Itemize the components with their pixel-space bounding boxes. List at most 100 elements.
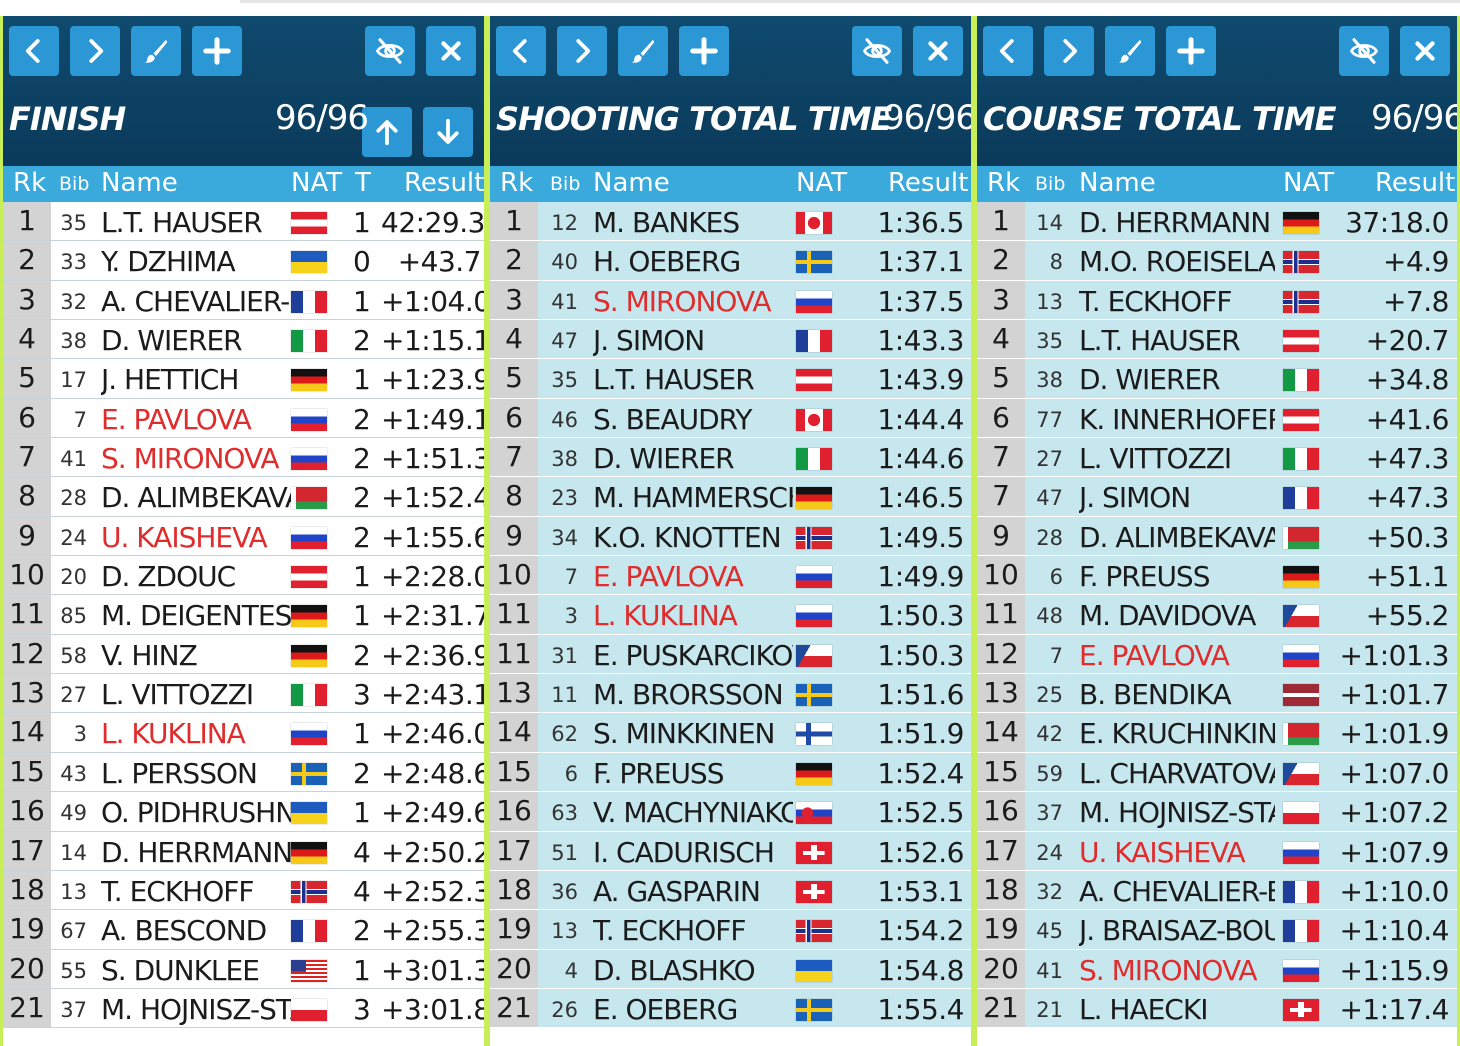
- brush-button[interactable]: [618, 26, 668, 76]
- athlete-name[interactable]: M. DEIGENTESCH: [101, 599, 291, 633]
- athlete-name[interactable]: S. BEAUDRY: [593, 402, 752, 436]
- athlete-name[interactable]: F. PREUSS: [593, 756, 724, 790]
- table-row[interactable]: 10 7 E. PAVLOVA 1:49.9: [490, 556, 971, 596]
- athlete-name[interactable]: D. BLASHKO: [593, 953, 756, 987]
- table-row[interactable]: 8 23 M. HAMMERSCHI 1:46.5: [490, 477, 971, 517]
- table-row[interactable]: 11 31 E. PUSKARCIKOVA 1:50.3: [490, 634, 971, 675]
- add-button[interactable]: [679, 26, 729, 76]
- close-button[interactable]: [426, 26, 476, 76]
- table-row[interactable]: 11 3 L. KUKLINA 1:50.3: [490, 595, 971, 635]
- table-row[interactable]: 13 11 M. BRORSSON 1:51.6: [490, 674, 971, 714]
- athlete-name[interactable]: E. PAVLOVA: [101, 402, 252, 436]
- table-row[interactable]: 15 59 L. CHARVATOVA +1:07.0: [977, 752, 1457, 793]
- table-row[interactable]: 6 46 S. BEAUDRY 1:44.4: [490, 398, 971, 439]
- header-nat[interactable]: NAT: [291, 168, 343, 198]
- brush-button[interactable]: [131, 26, 181, 76]
- hide-button[interactable]: [852, 26, 902, 76]
- athlete-name[interactable]: S. MINKKINEN: [593, 717, 776, 751]
- athlete-name[interactable]: L.T. HAUSER: [1079, 324, 1241, 358]
- table-row[interactable]: 1 35 L.T. HAUSER 1 42:29.3: [3, 202, 484, 242]
- table-row[interactable]: 14 3 L. KUKLINA 1 +2:46.0: [3, 713, 484, 753]
- header-bib[interactable]: Bib: [1035, 173, 1066, 195]
- athlete-name[interactable]: K.O. KNOTTEN: [593, 520, 782, 554]
- table-row[interactable]: 17 14 D. HERRMANN 4 +2:50.2: [3, 831, 484, 871]
- table-row[interactable]: 2 33 Y. DZHIMA 0 +43.7: [3, 241, 484, 281]
- athlete-name[interactable]: L. KUKLINA: [593, 599, 738, 633]
- table-row[interactable]: 1 12 M. BANKES 1:36.5: [490, 202, 971, 242]
- athlete-name[interactable]: K. INNERHOFER: [1079, 402, 1275, 436]
- table-row[interactable]: 11 48 M. DAVIDOVA +55.2: [977, 595, 1457, 635]
- table-row[interactable]: 5 38 D. WIERER +34.8: [977, 359, 1457, 399]
- table-row[interactable]: 7 27 L. VITTOZZI +47.3: [977, 438, 1457, 478]
- table-row[interactable]: 16 49 O. PIDHRUSHNA 1 +2:49.6: [3, 792, 484, 832]
- athlete-name[interactable]: S. MIRONOVA: [101, 442, 280, 476]
- athlete-name[interactable]: D. WIERER: [593, 442, 735, 476]
- table-row[interactable]: 12 58 V. HINZ 2 +2:36.9: [3, 634, 484, 675]
- table-row[interactable]: 3 41 S. MIRONOVA 1:37.5: [490, 280, 971, 321]
- table-row[interactable]: 6 7 E. PAVLOVA 2 +1:49.1: [3, 398, 484, 439]
- athlete-name[interactable]: T. ECKHOFF: [101, 874, 255, 908]
- athlete-name[interactable]: F. PREUSS: [1079, 560, 1210, 594]
- athlete-name[interactable]: M. BRORSSON: [593, 678, 784, 712]
- table-row[interactable]: 5 17 J. HETTICH 1 +1:23.9: [3, 359, 484, 399]
- table-row[interactable]: 17 51 I. CADURISCH 1:52.6: [490, 831, 971, 871]
- table-row[interactable]: 13 25 B. BENDIKA +1:01.7: [977, 674, 1457, 714]
- athlete-name[interactable]: U. KAISHEVA: [101, 520, 268, 554]
- athlete-name[interactable]: D. HERRMANN: [1079, 206, 1271, 239]
- table-row[interactable]: 15 6 F. PREUSS 1:52.4: [490, 752, 971, 793]
- athlete-name[interactable]: T. ECKHOFF: [593, 914, 747, 948]
- athlete-name[interactable]: S. MIRONOVA: [1079, 953, 1258, 987]
- header-nat[interactable]: NAT: [796, 168, 848, 198]
- scroll-up-button[interactable]: [362, 107, 412, 157]
- table-row[interactable]: 12 7 E. PAVLOVA +1:01.3: [977, 634, 1457, 675]
- table-row[interactable]: 19 13 T. ECKHOFF 1:54.2: [490, 910, 971, 950]
- table-row[interactable]: 14 62 S. MINKKINEN 1:51.9: [490, 713, 971, 753]
- athlete-name[interactable]: A. CHEVALIER-BOI: [1079, 874, 1275, 908]
- athlete-name[interactable]: M.O. ROEISELAND: [1079, 245, 1275, 279]
- athlete-name[interactable]: D. WIERER: [101, 324, 243, 358]
- athlete-name[interactable]: E. OEBERG: [593, 992, 738, 1026]
- table-row[interactable]: 20 55 S. DUNKLEE 1 +3:01.3: [3, 949, 484, 989]
- table-row[interactable]: 1 14 D. HERRMANN 37:18.0: [977, 202, 1457, 242]
- table-row[interactable]: 9 34 K.O. KNOTTEN 1:49.5: [490, 516, 971, 557]
- table-row[interactable]: 21 37 M. HOJNISZ-STAI 3 +3:01.8: [3, 988, 484, 1029]
- table-row[interactable]: 19 45 J. BRAISAZ-BOUCI +1:10.4: [977, 910, 1457, 950]
- athlete-name[interactable]: V. HINZ: [101, 638, 198, 672]
- header-name[interactable]: Name: [101, 168, 178, 198]
- brush-button[interactable]: [1105, 26, 1155, 76]
- table-row[interactable]: 3 13 T. ECKHOFF +7.8: [977, 280, 1457, 321]
- table-row[interactable]: 18 36 A. GASPARIN 1:53.1: [490, 870, 971, 911]
- header-rank[interactable]: Rk: [987, 168, 1021, 198]
- close-button[interactable]: [913, 26, 963, 76]
- athlete-name[interactable]: A. CHEVALIER-BC: [101, 284, 291, 318]
- table-row[interactable]: 15 43 L. PERSSON 2 +2:48.6: [3, 752, 484, 793]
- athlete-name[interactable]: M. DAVIDOVA: [1079, 599, 1256, 633]
- prev-button[interactable]: [9, 26, 59, 76]
- athlete-name[interactable]: I. CADURISCH: [593, 835, 775, 869]
- athlete-name[interactable]: D. ALIMBEKAVA: [1079, 520, 1275, 554]
- athlete-name[interactable]: Y. DZHIMA: [101, 245, 236, 279]
- athlete-name[interactable]: H. OEBERG: [593, 245, 741, 279]
- table-row[interactable]: 6 77 K. INNERHOFER +41.6: [977, 398, 1457, 439]
- athlete-name[interactable]: A. BESCOND: [101, 914, 267, 948]
- table-row[interactable]: 16 63 V. MACHYNIAKOV 1:52.5: [490, 792, 971, 832]
- header-name[interactable]: Name: [593, 168, 670, 198]
- athlete-name[interactable]: J. HETTICH: [101, 363, 239, 397]
- athlete-name[interactable]: T. ECKHOFF: [1079, 284, 1233, 318]
- table-row[interactable]: 3 32 A. CHEVALIER-BC 1 +1:04.0: [3, 280, 484, 321]
- table-row[interactable]: 4 35 L.T. HAUSER +20.7: [977, 320, 1457, 360]
- table-row[interactable]: 18 13 T. ECKHOFF 4 +2:52.3: [3, 870, 484, 911]
- hide-button[interactable]: [1339, 26, 1389, 76]
- athlete-name[interactable]: D. HERRMANN: [101, 835, 291, 869]
- athlete-name[interactable]: L. VITTOZZI: [101, 678, 254, 712]
- athlete-name[interactable]: E. PAVLOVA: [1079, 638, 1230, 672]
- table-row[interactable]: 7 38 D. WIERER 1:44.6: [490, 438, 971, 478]
- add-button[interactable]: [1166, 26, 1216, 76]
- athlete-name[interactable]: M. BANKES: [593, 206, 740, 239]
- athlete-name[interactable]: S. DUNKLEE: [101, 953, 260, 987]
- athlete-name[interactable]: V. MACHYNIAKOV: [593, 796, 793, 830]
- athlete-name[interactable]: L.T. HAUSER: [593, 363, 755, 397]
- athlete-name[interactable]: O. PIDHRUSHNA: [101, 796, 291, 830]
- athlete-name[interactable]: M. HOJNISZ-STAI: [101, 992, 291, 1026]
- header-shooting-penalties[interactable]: T: [355, 168, 371, 198]
